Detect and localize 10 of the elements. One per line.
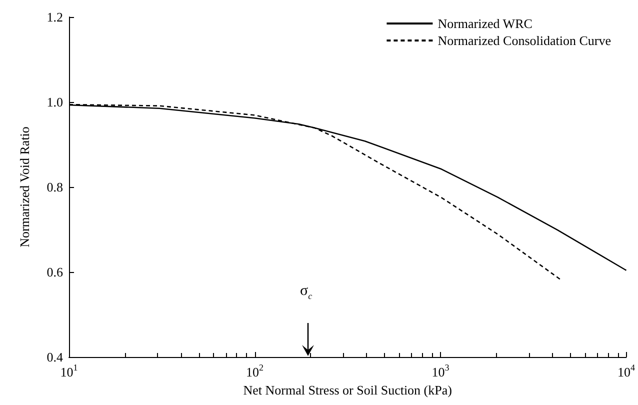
annotation: σ$_{c}$ <box>300 283 312 301</box>
y-tick-label: 0.6 <box>46 264 64 280</box>
y-axis-title: Normarized Void Ratio <box>17 126 32 248</box>
y-tick-label: 1.2 <box>46 10 63 24</box>
legend-label: Normarized Consolidation Curve <box>438 33 612 48</box>
x-axis-title: Net Normal Stress or Soil Suction (kPa) <box>243 382 452 398</box>
legend-label: Normarized WRC <box>438 16 532 31</box>
y-tick-label: 0.4 <box>46 350 64 364</box>
y-tick-label: 1.0 <box>46 94 63 110</box>
y-tick-label: 0.8 <box>46 180 63 194</box>
